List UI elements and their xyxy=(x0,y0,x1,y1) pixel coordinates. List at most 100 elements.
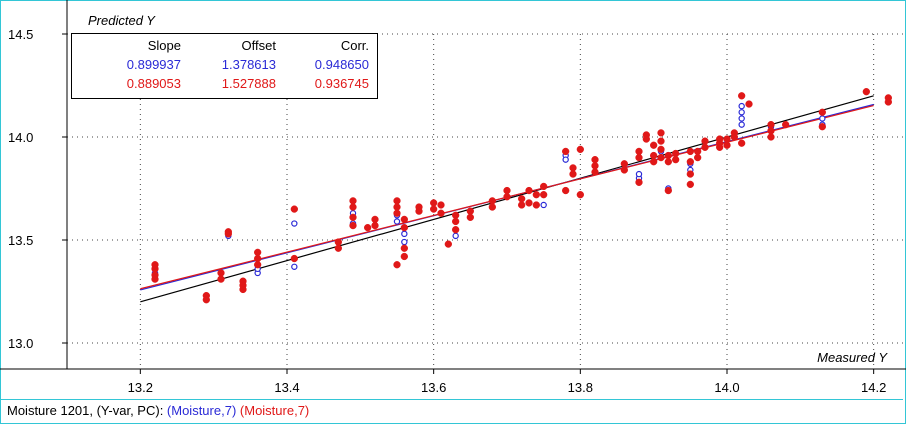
red-data-point[interactable] xyxy=(767,120,775,129)
red-data-point[interactable] xyxy=(635,153,643,162)
red-data-point[interactable] xyxy=(569,170,577,178)
red-data-point[interactable] xyxy=(452,226,460,234)
red-data-point[interactable] xyxy=(745,100,753,108)
red-data-point[interactable] xyxy=(569,164,577,172)
red-data-point[interactable] xyxy=(371,215,379,224)
scatter-plot[interactable]: 13.2 13.4 13.6 13.8 14.0 14.2 13.0 13.5 14.0 14.5… xyxy=(0,0,906,400)
red-data-point[interactable] xyxy=(884,98,892,106)
red-data-point[interactable] xyxy=(591,156,599,164)
red-data-point[interactable] xyxy=(716,135,724,143)
red-data-point[interactable] xyxy=(290,254,298,263)
red-data-point[interactable] xyxy=(518,195,526,203)
red-data-point[interactable] xyxy=(642,135,650,143)
red-data-point[interactable] xyxy=(217,269,225,277)
red-data-point[interactable] xyxy=(525,199,533,207)
red-data-point[interactable] xyxy=(503,186,511,195)
red-data-point[interactable] xyxy=(400,215,408,224)
red-data-point[interactable] xyxy=(591,168,599,176)
red-data-point[interactable] xyxy=(466,213,474,221)
red-data-point[interactable] xyxy=(540,191,548,199)
red-data-point[interactable] xyxy=(393,203,401,211)
red-data-point[interactable] xyxy=(723,141,731,149)
red-data-point[interactable] xyxy=(694,147,702,156)
red-data-point[interactable] xyxy=(532,201,540,209)
red-data-point[interactable] xyxy=(664,186,672,195)
red-data-point[interactable] xyxy=(488,203,496,211)
red-data-point[interactable] xyxy=(400,223,408,232)
blue-data-point[interactable] xyxy=(738,115,745,122)
red-data-point[interactable] xyxy=(400,244,408,252)
red-data-point[interactable] xyxy=(635,147,643,156)
red-data-point[interactable] xyxy=(239,285,247,294)
red-data-point[interactable] xyxy=(723,135,731,143)
red-data-point[interactable] xyxy=(430,199,438,207)
red-data-point[interactable] xyxy=(701,143,709,151)
red-data-point[interactable] xyxy=(430,205,438,213)
red-data-point[interactable] xyxy=(151,275,159,283)
red-data-point[interactable] xyxy=(818,108,826,116)
red-data-point[interactable] xyxy=(349,221,357,230)
red-data-point[interactable] xyxy=(657,153,665,162)
red-data-point[interactable] xyxy=(686,147,694,156)
red-data-point[interactable] xyxy=(371,221,379,230)
red-data-point[interactable] xyxy=(254,248,262,257)
red-data-point[interactable] xyxy=(716,143,724,151)
red-data-point[interactable] xyxy=(657,137,665,145)
red-data-point[interactable] xyxy=(664,151,672,160)
red-data-point[interactable] xyxy=(364,223,372,232)
red-data-point[interactable] xyxy=(437,201,445,209)
blue-data-point[interactable] xyxy=(540,201,547,209)
red-data-point[interactable] xyxy=(576,191,584,199)
red-data-point[interactable] xyxy=(767,127,775,135)
red-data-point[interactable] xyxy=(672,149,680,158)
red-data-point[interactable] xyxy=(540,182,548,191)
red-data-point[interactable] xyxy=(672,156,680,164)
red-data-point[interactable] xyxy=(488,197,496,205)
red-data-point[interactable] xyxy=(562,147,570,156)
blue-data-point[interactable] xyxy=(393,218,401,225)
red-data-point[interactable] xyxy=(393,197,401,205)
red-data-point[interactable] xyxy=(503,193,511,201)
red-data-point[interactable] xyxy=(415,207,423,215)
blue-data-point[interactable] xyxy=(401,238,408,246)
red-data-point[interactable] xyxy=(518,201,526,209)
red-data-point[interactable] xyxy=(400,252,408,261)
red-data-point[interactable] xyxy=(650,151,658,160)
red-data-point[interactable] xyxy=(525,186,533,195)
red-data-point[interactable] xyxy=(767,133,775,141)
red-data-point[interactable] xyxy=(224,230,232,238)
red-data-point[interactable] xyxy=(532,191,540,199)
red-data-point[interactable] xyxy=(738,139,746,147)
red-data-point[interactable] xyxy=(254,254,262,263)
red-data-point[interactable] xyxy=(576,145,584,154)
red-data-point[interactable] xyxy=(562,186,570,195)
blue-data-point[interactable] xyxy=(819,115,826,122)
red-data-point[interactable] xyxy=(452,211,460,219)
red-data-point[interactable] xyxy=(635,178,643,186)
red-data-point[interactable] xyxy=(349,213,357,221)
blue-data-point[interactable] xyxy=(401,230,408,238)
red-data-point[interactable] xyxy=(393,209,401,217)
red-data-point[interactable] xyxy=(334,244,342,252)
red-data-point[interactable] xyxy=(657,129,665,137)
blue-data-point[interactable] xyxy=(291,220,298,227)
blue-data-point[interactable] xyxy=(738,121,745,128)
red-data-point[interactable] xyxy=(650,141,658,149)
red-data-point[interactable] xyxy=(657,145,665,154)
red-data-point[interactable] xyxy=(862,88,870,96)
red-data-point[interactable] xyxy=(290,205,298,213)
red-data-point[interactable] xyxy=(664,158,672,166)
red-data-point[interactable] xyxy=(620,166,628,174)
red-data-point[interactable] xyxy=(466,207,474,215)
blue-data-point[interactable] xyxy=(562,156,569,163)
red-data-point[interactable] xyxy=(701,137,709,145)
blue-data-point[interactable] xyxy=(452,232,459,240)
red-data-point[interactable] xyxy=(686,180,694,189)
red-data-point[interactable] xyxy=(437,209,445,217)
red-data-point[interactable] xyxy=(782,120,790,129)
red-data-point[interactable] xyxy=(217,275,225,283)
red-data-point[interactable] xyxy=(818,123,826,131)
red-data-point[interactable] xyxy=(393,261,401,269)
red-data-point[interactable] xyxy=(686,158,694,166)
red-data-point[interactable] xyxy=(202,296,210,304)
